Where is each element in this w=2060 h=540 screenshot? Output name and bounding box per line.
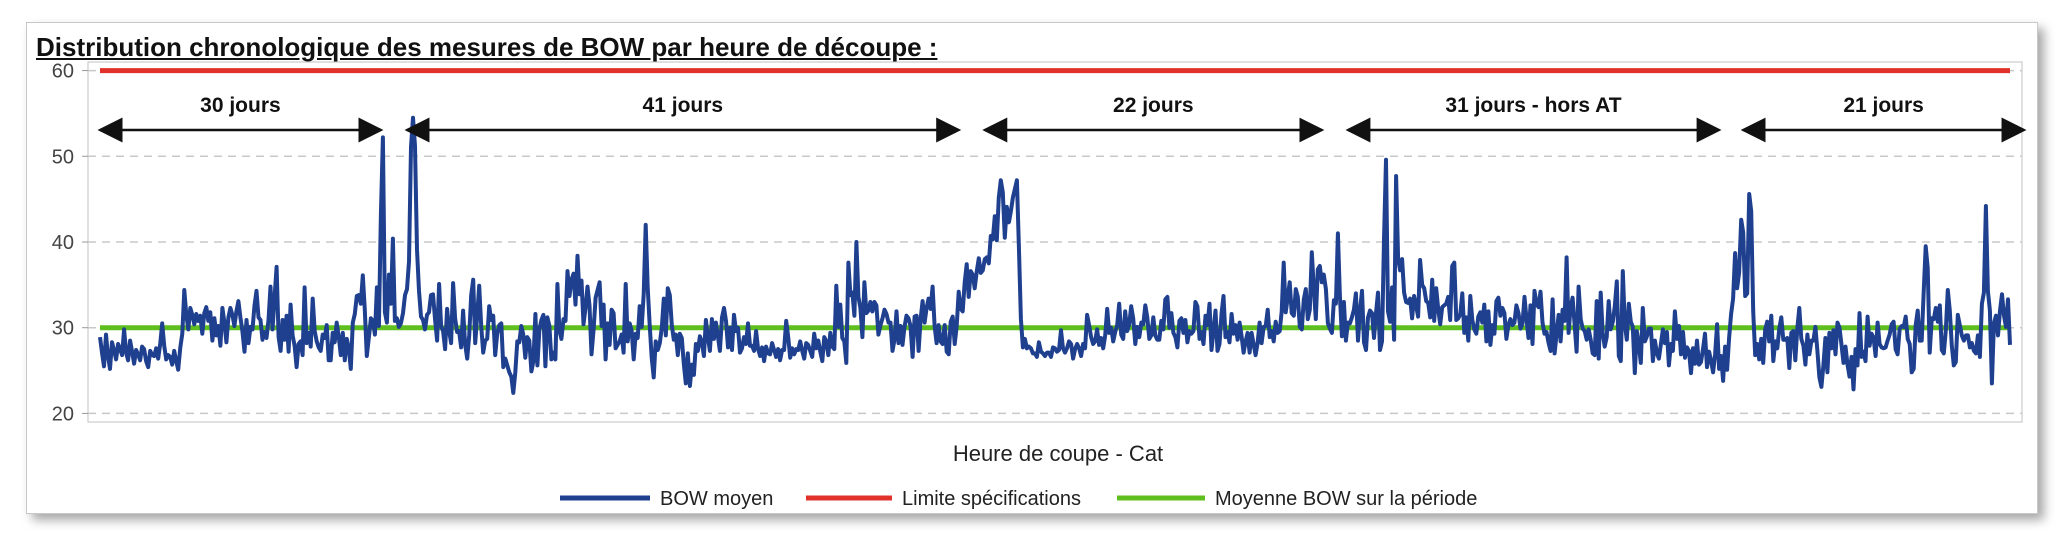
legend: BOW moyen Limite spécifications Moyenne BO…	[560, 488, 1477, 510]
y-tick-label: 40	[52, 232, 74, 254]
y-tick-label: 50	[52, 146, 74, 168]
period-annotations: 30 jours 41 jours 22 jours 31 jours - hors …	[97, 94, 2027, 143]
period-label: 21 jours	[1843, 94, 1924, 117]
gridlines	[88, 69, 2022, 415]
period-label: 41 jours	[643, 94, 724, 117]
legend-label: BOW moyen	[660, 488, 773, 510]
period-label: 31 jours - hors AT	[1445, 94, 1621, 117]
series-lines	[98, 68, 2012, 395]
period-label: 22 jours	[1113, 94, 1194, 117]
y-tick-label: 60	[52, 61, 74, 83]
y-axis-ticks: 20 30 40 50 60	[52, 61, 88, 425]
y-tick-label: 20	[52, 403, 74, 425]
chart-panel	[26, 22, 2038, 514]
legend-label: Limite spécifications	[902, 488, 1081, 510]
legend-label: Moyenne BOW sur la période	[1215, 488, 1477, 510]
y-tick-label: 30	[52, 318, 74, 340]
period-label: 30 jours	[200, 94, 281, 117]
bow-moyen-line	[98, 115, 2012, 395]
chart-title: Distribution chronologique des mesures d…	[36, 32, 938, 62]
x-axis-label: Heure de coupe - Cat	[953, 441, 1163, 466]
